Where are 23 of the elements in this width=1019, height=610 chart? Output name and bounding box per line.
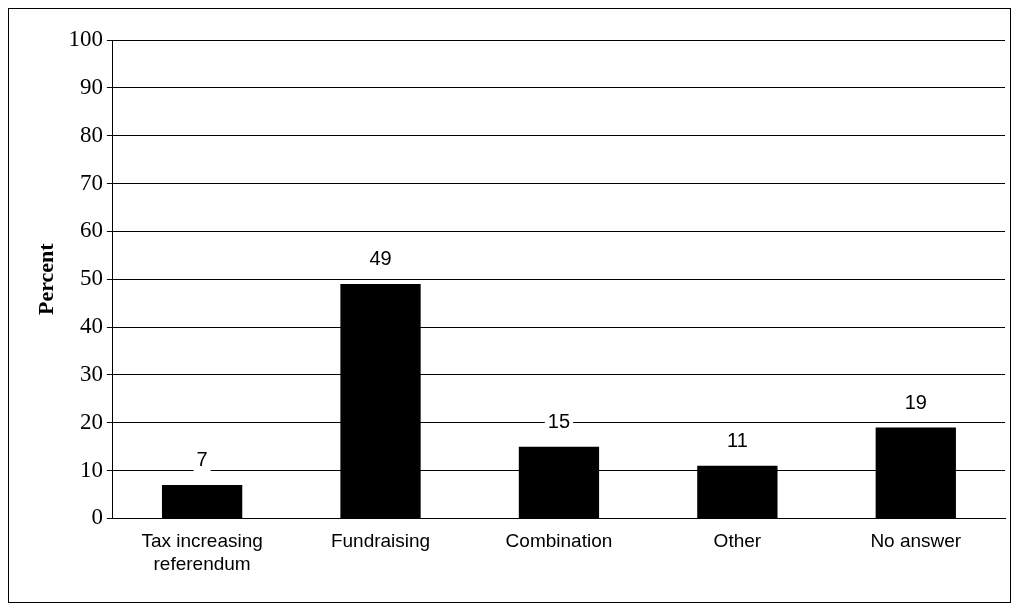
bar <box>161 484 243 518</box>
y-tick-label: 100 <box>68 26 103 52</box>
y-tick-label: 20 <box>79 408 103 434</box>
x-tick-label: Other <box>713 530 762 552</box>
y-tick-label: 40 <box>79 313 103 339</box>
y-tick-label: 70 <box>79 169 103 195</box>
data-label: 11 <box>726 429 748 452</box>
x-tick-label: No answer <box>870 530 962 552</box>
x-tick-label: Fundraising <box>330 530 431 552</box>
y-tick-label: 10 <box>79 456 103 482</box>
data-label: 19 <box>904 391 927 414</box>
x-tick-label: Combination <box>505 530 613 552</box>
y-tick-label: 30 <box>79 360 103 386</box>
y-tick-label: 0 <box>91 504 103 530</box>
y-tick-label: 90 <box>79 73 103 99</box>
data-label: 15 <box>547 410 571 433</box>
y-tick-label: 80 <box>79 121 103 147</box>
y-axis-title: Percent <box>32 242 58 316</box>
y-tick-label: 60 <box>79 217 103 243</box>
data-label: 49 <box>369 247 392 270</box>
y-tick-label: 50 <box>79 265 103 291</box>
x-tick-label: Tax increasing referendum <box>141 530 263 574</box>
data-label: 7 <box>196 448 208 471</box>
